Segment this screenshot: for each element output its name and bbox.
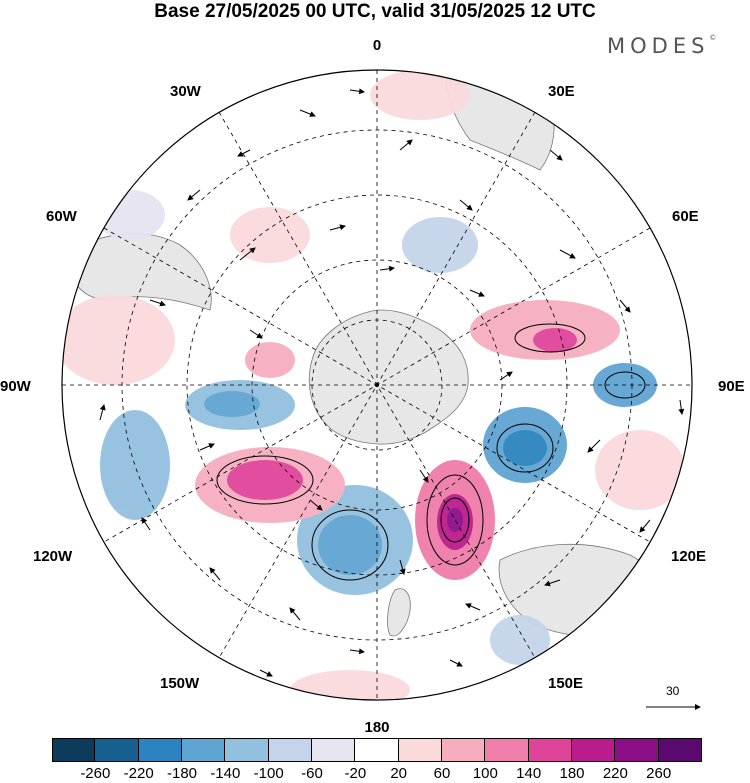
colorbar-tick-label: -20 <box>344 765 367 782</box>
colorbar-segment <box>658 738 702 762</box>
colorbar-segment <box>528 738 572 762</box>
lon-label-180: 180 <box>364 719 389 735</box>
map-title: Base 27/05/2025 00 UTC, valid 31/05/2025… <box>154 1 596 22</box>
map-boundary <box>61 69 693 701</box>
colorbar-tick-label: -140 <box>210 765 241 782</box>
polar-map: 0 30E 60E 90E 120E 150E 180 150W 120W 90… <box>0 37 745 735</box>
colorbar-tick-label: -100 <box>253 765 284 782</box>
colorbar-tick-label: -220 <box>123 765 154 782</box>
colorbar-tick-label: 60 <box>433 765 451 782</box>
lon-label-30e: 30E <box>548 83 575 100</box>
negative-anomaly-core <box>318 515 382 575</box>
negative-anomaly <box>490 615 550 665</box>
colorbar-segment <box>95 738 139 762</box>
lon-label-90w: 90W <box>0 378 32 395</box>
colorbar-tick-label: 20 <box>390 765 407 782</box>
brand-mark: © <box>709 34 717 42</box>
positive-anomaly <box>245 342 295 378</box>
colorbar-tick-label: 100 <box>472 765 498 782</box>
wind-vectors <box>99 88 685 677</box>
colorbar-segment <box>182 738 226 762</box>
colorbar-tick-label: -180 <box>166 765 198 782</box>
lon-label-60w: 60W <box>46 208 78 225</box>
colorbar-tick-label: 260 <box>646 765 672 782</box>
positive-anomaly <box>230 207 310 263</box>
colorbar-segment <box>225 738 269 762</box>
colorbar-segment <box>355 738 399 762</box>
colorbar-segment <box>485 738 529 762</box>
colorbar-segment <box>615 738 659 762</box>
colorbar-segment <box>442 738 486 762</box>
lon-label-150w: 150W <box>160 675 200 692</box>
colorbar-segment <box>138 738 182 762</box>
positive-anomaly <box>62 295 175 385</box>
lon-label-150e: 150E <box>548 675 583 692</box>
negative-anomaly <box>100 410 170 520</box>
brand-text: MODES <box>607 34 710 58</box>
positive-anomaly <box>290 670 410 700</box>
colorbar-tick-label: -260 <box>80 765 111 782</box>
colorbar-tick-label: 220 <box>602 765 628 782</box>
antarctica-land <box>308 309 469 445</box>
map-disk <box>62 70 692 700</box>
negative-anomaly-core <box>503 430 547 466</box>
positive-anomaly-core <box>533 328 577 352</box>
lon-label-90e: 90E <box>718 378 745 395</box>
negative-anomaly <box>402 217 478 273</box>
colorbar-tick-label: 180 <box>559 765 585 782</box>
brand-logo: MODES© <box>607 34 716 58</box>
lon-label-30w: 30W <box>170 83 202 100</box>
colorbar-tick-label: 140 <box>516 765 542 782</box>
lon-label-120e: 120E <box>671 548 706 565</box>
lon-label-120w: 120W <box>33 548 73 565</box>
colorbar-segment <box>312 738 356 762</box>
lon-label-60e: 60E <box>672 208 699 225</box>
negative-anomaly <box>95 190 165 240</box>
colorbar-segment <box>52 738 96 762</box>
colorbar <box>52 738 702 762</box>
positive-anomaly-inner <box>447 508 463 532</box>
colorbar-segment <box>268 738 312 762</box>
lon-label-0: 0 <box>373 37 381 54</box>
colorbar-tick-label: -60 <box>301 765 323 782</box>
positive-anomaly <box>370 70 470 120</box>
negative-anomaly-core <box>204 391 260 417</box>
contours <box>216 323 646 581</box>
south-pole-marker <box>375 383 379 387</box>
reference-vector-label: 30 <box>666 684 680 698</box>
positive-anomaly <box>595 430 685 510</box>
new-zealand-land <box>387 588 411 637</box>
colorbar-segment <box>398 738 442 762</box>
positive-anomaly-core <box>227 460 303 500</box>
colorbar-segment <box>572 738 616 762</box>
